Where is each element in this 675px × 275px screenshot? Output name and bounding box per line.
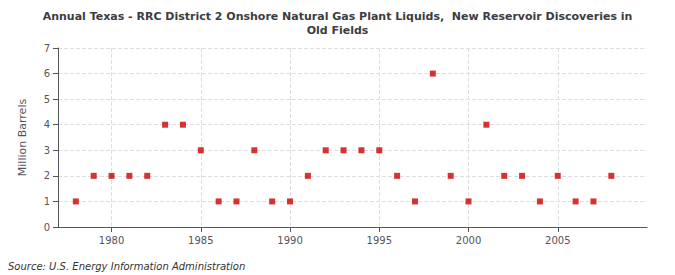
svg-text:2: 2 bbox=[44, 170, 50, 181]
svg-text:1985: 1985 bbox=[188, 235, 213, 246]
svg-text:1990: 1990 bbox=[277, 235, 302, 246]
svg-text:3: 3 bbox=[44, 145, 50, 156]
svg-text:1: 1 bbox=[44, 196, 50, 207]
svg-text:0: 0 bbox=[44, 222, 50, 233]
svg-text:Million Barrels: Million Barrels bbox=[16, 99, 29, 177]
svg-text:Source: U.S. Energy Informatio: Source: U.S. Energy Information Administ… bbox=[8, 261, 245, 272]
svg-text:1995: 1995 bbox=[367, 235, 392, 246]
svg-text:Annual Texas - RRC District 2: Annual Texas - RRC District 2 Onshore Na… bbox=[43, 10, 633, 23]
svg-text:4: 4 bbox=[44, 119, 50, 130]
svg-text:2005: 2005 bbox=[545, 235, 570, 246]
svg-text:6: 6 bbox=[44, 68, 50, 79]
svg-text:5: 5 bbox=[44, 94, 50, 105]
svg-text:1980: 1980 bbox=[99, 235, 124, 246]
svg-text:2000: 2000 bbox=[456, 235, 481, 246]
svg-text:7: 7 bbox=[44, 43, 50, 54]
svg-text:Old Fields: Old Fields bbox=[307, 24, 369, 37]
